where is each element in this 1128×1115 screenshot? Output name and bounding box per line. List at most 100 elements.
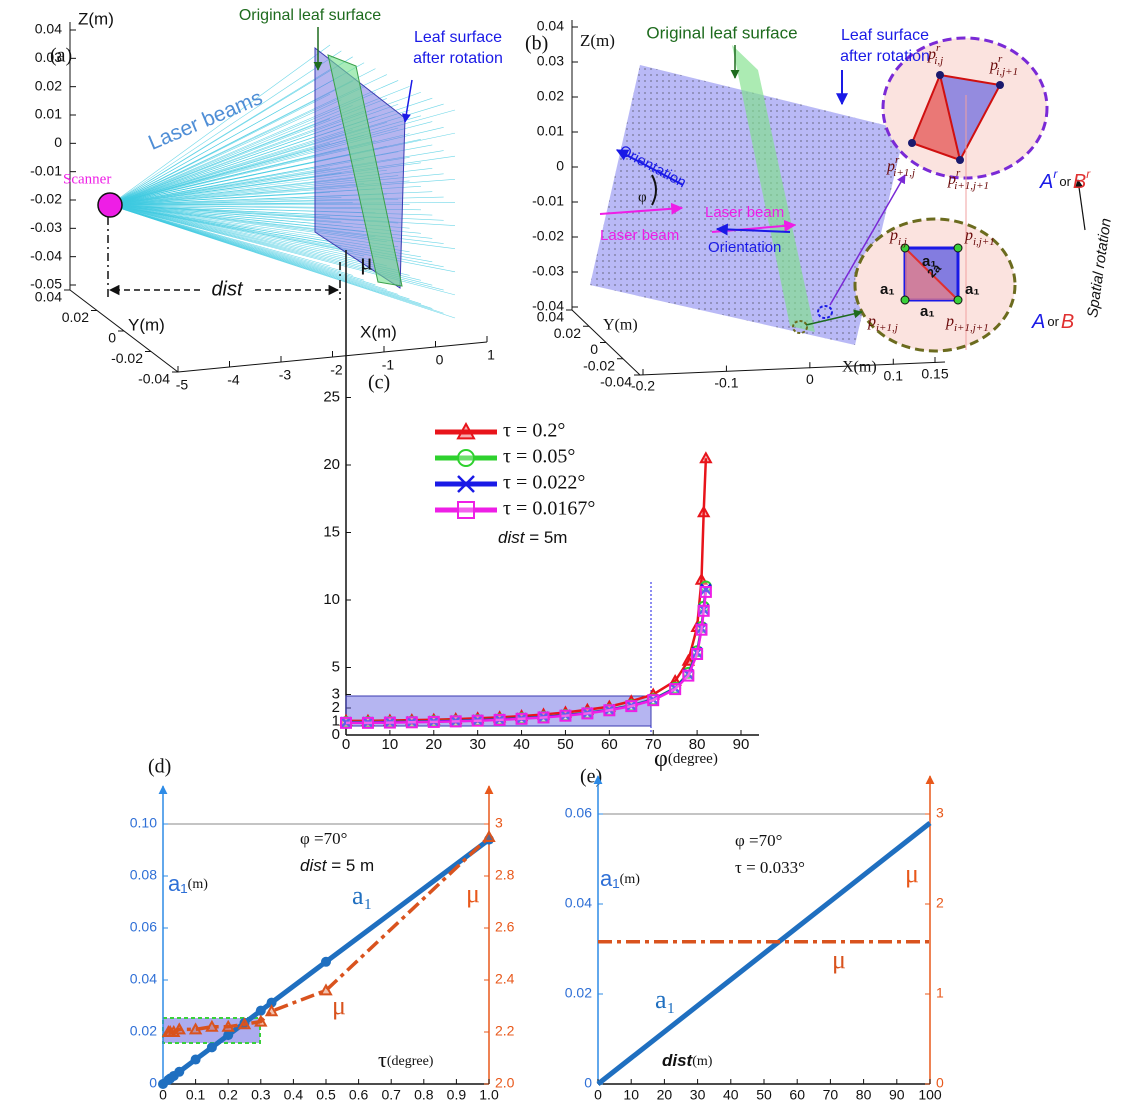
y-axis-label: a₁(m) [168, 871, 208, 896]
point-label: pi+1,j [867, 313, 898, 334]
marker [699, 451, 713, 464]
vertex [908, 139, 916, 147]
x-tick-label: 0.9 [447, 1087, 467, 1103]
x-tick-label: -4 [227, 372, 240, 388]
text-part: or [1047, 314, 1059, 329]
y2-tick-label: 3 [495, 815, 503, 831]
y-tick-label: 0.02 [554, 325, 581, 341]
y-tick-label: 0.02 [130, 1023, 157, 1039]
text-part: a₁ [168, 871, 188, 896]
marker [669, 683, 682, 696]
text-part: p [867, 313, 876, 330]
marker [603, 704, 616, 717]
z-axis-label: Z(m) [78, 9, 114, 28]
laser-beam [109, 105, 353, 206]
z-axis-label: Z(m) [580, 31, 615, 50]
y2-tick-label: 0 [936, 1075, 944, 1091]
marker [174, 1066, 185, 1077]
marker [188, 1022, 203, 1035]
zoom-arrow [829, 174, 906, 306]
text-part: B [1061, 311, 1074, 333]
y-tick-label: 0.02 [62, 309, 89, 325]
y2-axis-label: μ [905, 859, 919, 888]
point-label: pr i,j [927, 42, 943, 67]
y2-tick-label: 1 [936, 985, 944, 1001]
marker [254, 1014, 268, 1027]
laser-beam [109, 50, 342, 206]
x-tick-label: 80 [689, 736, 706, 753]
marker [695, 623, 708, 636]
y2-tick-label: 3 [936, 805, 944, 821]
marker [493, 713, 506, 726]
text-part: p [927, 46, 936, 63]
y-tick-label: -0.04 [600, 374, 632, 390]
series-line [346, 458, 708, 723]
marker [383, 716, 396, 729]
text-part: (m) [620, 872, 641, 887]
text-part: i+1,j [893, 167, 915, 179]
marker [625, 700, 638, 713]
text-part: r [998, 53, 1003, 65]
x-tick-label: 0.1 [186, 1087, 206, 1103]
text-part: (degree) [668, 751, 718, 767]
x-tick-label: 0 [342, 736, 350, 753]
marker [172, 1022, 186, 1035]
panel-label: (c) [368, 372, 390, 394]
series-line [596, 821, 932, 1086]
text-part: τ [378, 1047, 387, 1072]
text-part: B [1073, 171, 1086, 193]
x-tick-label: 0.6 [349, 1087, 369, 1103]
laser-beam [109, 204, 399, 271]
laser-arrow [599, 202, 684, 215]
y-tick-label: 0.08 [130, 867, 157, 883]
y-tick-label: 10 [323, 591, 340, 608]
rotated-surface-label: after rotation [413, 50, 503, 67]
marker [205, 1019, 219, 1032]
marker [647, 694, 660, 707]
point-label: pr i+1,j+1 [947, 167, 989, 192]
x-axis-label: φ(degree) [654, 746, 718, 772]
x-tick-label: -2 [330, 362, 343, 378]
y-tick-label: 0.06 [130, 919, 157, 935]
point-label: pi,j [889, 227, 907, 248]
series-label: a₁ [352, 881, 373, 910]
original-leaf-plane [732, 45, 815, 332]
x-tick-label: -0.1 [714, 374, 738, 390]
original-surface-label: Original leaf surface [646, 23, 797, 42]
y-axis-label: Y(m) [128, 315, 165, 334]
y-tick-label: -0.04 [138, 371, 170, 387]
text-part: p [945, 313, 954, 330]
rotated-surface-label: Leaf surface [841, 27, 929, 44]
z-tick-label: -0.02 [532, 228, 564, 244]
triangle [912, 75, 960, 160]
z-tick-label: 0.04 [35, 21, 62, 37]
legend-label: τ = 0.0167° [503, 498, 595, 520]
text-part: (degree) [387, 1054, 434, 1069]
y2-axis-label: μ [466, 879, 480, 908]
z-tick-label: -0.02 [30, 191, 62, 207]
marker [537, 711, 550, 724]
z-tick-label: -0.04 [30, 247, 62, 263]
z-tick-label: -0.01 [532, 193, 564, 209]
scanner-label: Scanner [63, 171, 111, 187]
x-tick-label: 20 [657, 1087, 673, 1103]
x-tick-label: 1.0 [479, 1087, 499, 1103]
y-tick-label: 0 [590, 341, 598, 357]
text-part: dist [300, 856, 328, 875]
text-part: p [947, 171, 956, 188]
legend-marker [457, 449, 475, 467]
z-tick-label: 0 [556, 158, 564, 174]
series-label: μ [332, 991, 346, 1020]
edge-label: a₁ [880, 281, 895, 298]
x-axis-label: dist(m) [662, 1051, 713, 1070]
text-part: or [1059, 174, 1071, 189]
orientation-label: Orientation [708, 239, 781, 256]
vertex [953, 295, 963, 305]
marker [255, 1005, 266, 1016]
text-part: p [989, 57, 998, 74]
marker [581, 707, 594, 720]
y-tick-label: 1 [332, 712, 340, 729]
y-tick-label: -0.02 [111, 350, 143, 366]
panel-label: (e) [580, 766, 602, 788]
x-tick-label: 60 [789, 1087, 805, 1103]
